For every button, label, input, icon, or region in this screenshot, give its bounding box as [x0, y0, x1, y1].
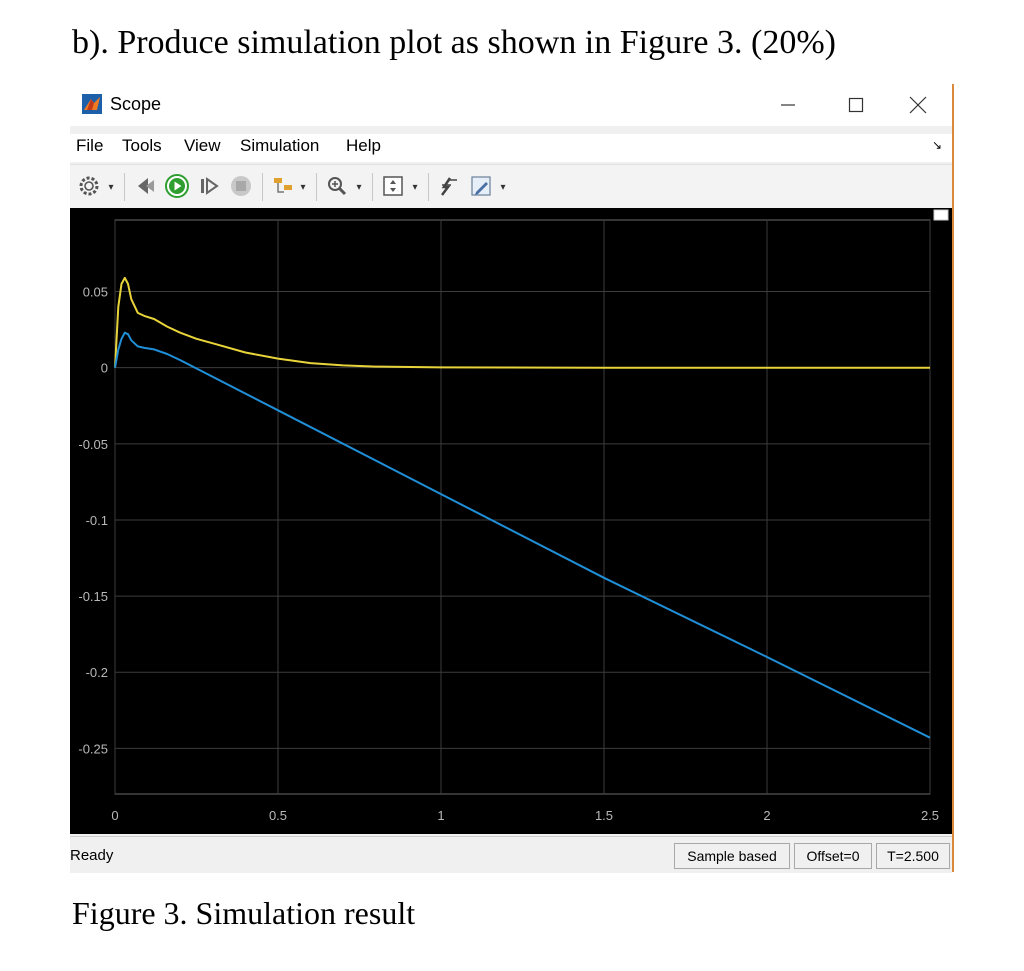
toolbar-separator	[316, 173, 317, 201]
status-text: Ready	[70, 847, 114, 864]
menu-tools[interactable]: Tools	[122, 136, 162, 155]
x-tick-label: 0.5	[269, 808, 287, 823]
step-back-button[interactable]	[132, 173, 158, 199]
x-tick-label: 2.5	[921, 808, 939, 823]
style-icon	[471, 176, 491, 196]
settings-dropdown[interactable]: ▾	[108, 181, 114, 193]
maximize-button[interactable]	[834, 88, 878, 122]
run-button[interactable]	[164, 173, 190, 199]
y-tick-label: -0.25	[78, 741, 108, 756]
axes-frame	[114, 219, 931, 795]
step-forward-button[interactable]	[196, 173, 222, 199]
status-mode: Sample based	[674, 843, 790, 869]
matlab-icon	[82, 94, 102, 114]
toolbar-separator	[372, 173, 373, 201]
figure-caption: Figure 3. Simulation result	[72, 895, 416, 931]
toolbar-separator	[124, 173, 125, 201]
maximize-icon	[848, 97, 864, 113]
y-tick-label: 0.05	[83, 285, 108, 300]
series-line-1	[114, 276, 930, 369]
y-tick-label: 0	[101, 361, 108, 376]
settings-icon	[79, 176, 99, 196]
highlight-icon	[274, 178, 292, 193]
stop-button[interactable]	[228, 173, 254, 199]
axes-scaling-dropdown[interactable]: ▾	[412, 181, 418, 193]
step-forward-icon	[201, 177, 219, 195]
zoom-dropdown[interactable]: ▾	[356, 181, 362, 193]
menu-bar: File Tools View Simulation Help ↘	[70, 134, 952, 162]
plot-area: 0 0.5 1 1.5 2 2.5 0.05 0 -0.05 -0.1 -0.15 -0.2 -0.25	[70, 208, 952, 834]
status-offset: Offset=0	[794, 843, 872, 869]
style-dropdown[interactable]: ▾	[500, 181, 506, 193]
toolbar-separator	[428, 173, 429, 201]
undock-icon[interactable]	[933, 209, 949, 221]
x-tick-label: 1	[437, 808, 444, 823]
minimize-icon	[781, 104, 795, 106]
expand-arrow-icon[interactable]: ↘	[931, 138, 942, 152]
toolbar: ▾	[70, 164, 952, 210]
step-back-icon	[138, 178, 154, 194]
axes-scaling-button[interactable]	[380, 173, 406, 199]
status-time: T=2.500	[876, 843, 950, 869]
document-heading: b). Produce simulation plot as shown in …	[72, 24, 836, 61]
minimize-button[interactable]	[766, 88, 810, 122]
status-bar: Ready Sample based Offset=0 T=2.500	[70, 836, 952, 873]
y-tick-label: -0.15	[78, 589, 108, 604]
y-tick-label: -0.2	[86, 665, 108, 680]
zoom-in-button[interactable]	[324, 173, 350, 199]
highlight-button[interactable]	[270, 173, 296, 199]
menu-simulation[interactable]: Simulation	[240, 136, 320, 155]
axes-scaling-icon	[383, 176, 403, 196]
cursor-measurements-icon	[441, 177, 457, 196]
window-title: Scope	[110, 94, 162, 114]
close-button[interactable]	[896, 88, 940, 122]
zoom-in-icon	[328, 177, 347, 196]
menu-help[interactable]: Help	[346, 136, 381, 155]
cursor-measurements-button[interactable]	[436, 173, 462, 199]
x-tick-label: 2	[763, 808, 770, 823]
x-tick-label: 1.5	[595, 808, 613, 823]
y-tick-label: -0.1	[86, 513, 108, 528]
y-tick-label: -0.05	[78, 437, 108, 452]
series-line-2	[114, 331, 931, 739]
stop-icon	[231, 176, 251, 196]
run-icon	[165, 174, 189, 198]
title-bar: Scope	[70, 84, 952, 126]
toolbar-separator	[262, 173, 263, 201]
x-tick-label: 0	[111, 808, 118, 823]
menu-view[interactable]: View	[184, 136, 221, 155]
close-icon	[909, 96, 927, 114]
menu-file[interactable]: File	[76, 136, 104, 155]
style-button[interactable]	[468, 173, 494, 199]
highlight-dropdown[interactable]: ▾	[300, 181, 306, 193]
scope-window: Scope File Tools View Simulation Help ↘ …	[70, 84, 954, 873]
settings-button[interactable]	[76, 173, 102, 199]
scope-plot[interactable]: 0 0.5 1 1.5 2 2.5 0.05 0 -0.05 -0.1 -0.15 -0.2 -0.25	[70, 208, 952, 834]
